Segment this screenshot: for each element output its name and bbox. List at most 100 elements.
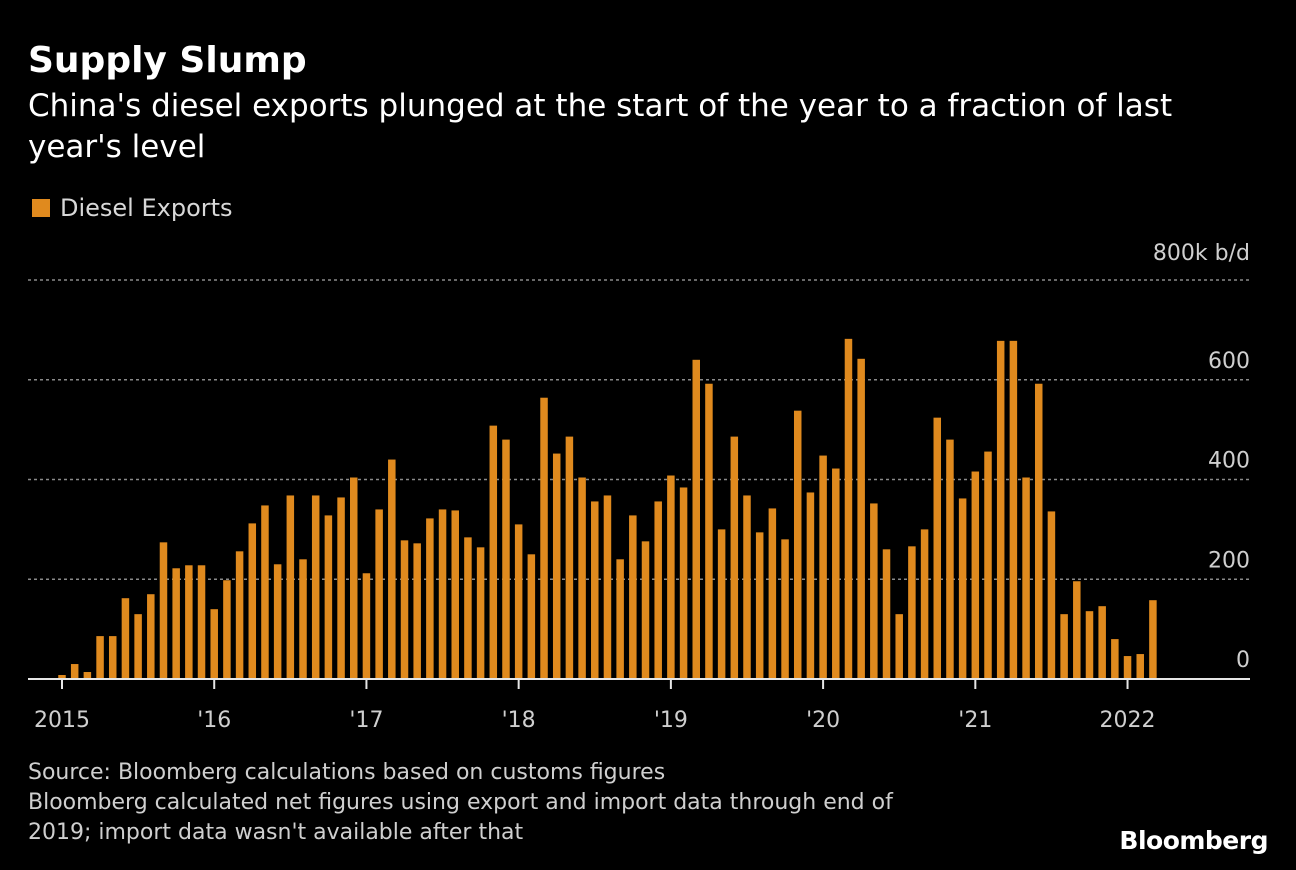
bar	[1111, 639, 1119, 679]
bar	[464, 537, 472, 679]
method-note-continued: 2019; import data wasn't available after…	[28, 820, 524, 845]
bar	[603, 495, 612, 679]
bar	[933, 417, 942, 679]
bar	[273, 564, 282, 679]
bar	[83, 672, 92, 679]
bar	[147, 594, 155, 679]
bar	[1073, 581, 1081, 679]
bar	[350, 477, 358, 679]
bar	[261, 505, 269, 679]
bar	[857, 358, 865, 679]
x-tick-label: '16	[197, 708, 231, 733]
bar	[108, 636, 117, 679]
bar	[984, 451, 992, 679]
bar	[502, 439, 510, 679]
bar	[629, 515, 637, 679]
bar	[730, 436, 739, 679]
x-tick-label: '17	[349, 708, 383, 733]
bar	[946, 439, 954, 679]
gridlines	[28, 279, 1250, 580]
bar	[616, 559, 624, 679]
bar	[819, 455, 827, 679]
bar	[705, 383, 713, 679]
legend-label: Diesel Exports	[60, 194, 233, 222]
bar	[1149, 600, 1157, 679]
x-tick-label: 2015	[34, 708, 90, 733]
bar	[1136, 654, 1144, 679]
y-tick-labels: 0 200 400 600	[1208, 349, 1250, 673]
legend-swatch	[32, 199, 50, 217]
y-axis-unit-label: 800k b/d	[1153, 241, 1250, 266]
x-tick-label: '19	[654, 708, 688, 733]
bar	[514, 524, 523, 679]
bar	[870, 503, 878, 679]
bar	[299, 559, 307, 679]
bar-chart: 800k b/d 0 200 400 600 2015 '16 '17 '18 '19 '20 '…	[28, 241, 1250, 733]
bar	[121, 598, 130, 679]
bar	[578, 477, 586, 679]
x-tick-label: '20	[806, 708, 840, 733]
x-axis: 2015 '16 '17 '18 '19 '20 '21 2022	[28, 678, 1250, 733]
bar	[58, 675, 66, 679]
bar	[223, 580, 231, 679]
chart-subtitle: China's diesel exports plunged at the st…	[28, 88, 1173, 165]
bar	[565, 436, 574, 679]
bar	[1022, 477, 1030, 679]
bar	[134, 614, 142, 679]
bar	[438, 509, 447, 679]
bar	[882, 549, 891, 679]
bar	[400, 540, 409, 679]
bar	[996, 340, 1005, 679]
bar	[743, 495, 751, 679]
bar	[159, 542, 168, 679]
bar	[337, 497, 345, 679]
bloomberg-logo: Bloomberg	[1119, 826, 1268, 855]
bar	[641, 541, 650, 679]
bar	[958, 498, 967, 679]
bar	[768, 508, 777, 679]
bar	[388, 459, 396, 679]
bar	[552, 453, 561, 679]
bar	[793, 410, 802, 679]
x-tick-label: 2022	[1100, 708, 1156, 733]
bar	[324, 515, 333, 679]
bar	[451, 510, 459, 679]
x-tick-label: '18	[502, 708, 536, 733]
bar	[413, 543, 421, 679]
bar	[844, 338, 853, 679]
bar	[311, 495, 320, 679]
bar	[286, 495, 295, 679]
bar	[1009, 340, 1018, 679]
bar	[96, 636, 104, 679]
bar	[476, 547, 485, 679]
bar	[908, 546, 916, 679]
bar	[679, 487, 688, 679]
bar	[172, 568, 180, 679]
bars	[58, 338, 1157, 680]
y-tick-label: 0	[1236, 648, 1250, 673]
bar	[70, 664, 79, 679]
bar	[832, 468, 840, 679]
bar	[971, 471, 980, 679]
bar	[806, 492, 815, 679]
y-tick-label: 400	[1208, 449, 1250, 474]
footer-notes: Source: Bloomberg calculations based on …	[28, 758, 893, 848]
bar	[1098, 606, 1106, 679]
bar	[717, 529, 726, 680]
bar	[248, 523, 257, 679]
bar	[489, 425, 498, 679]
bar	[920, 529, 929, 680]
bar	[1123, 656, 1132, 679]
bar	[375, 509, 383, 679]
bar	[197, 565, 206, 679]
bar	[654, 501, 662, 679]
bar	[527, 554, 536, 679]
chart-title: Supply Slump	[28, 40, 307, 81]
bar	[540, 397, 548, 679]
bar	[185, 565, 193, 679]
bar	[755, 532, 764, 679]
source-note: Source: Bloomberg calculations based on …	[28, 760, 666, 785]
bar	[591, 501, 599, 679]
bar	[1047, 511, 1056, 679]
bar	[1085, 611, 1094, 679]
